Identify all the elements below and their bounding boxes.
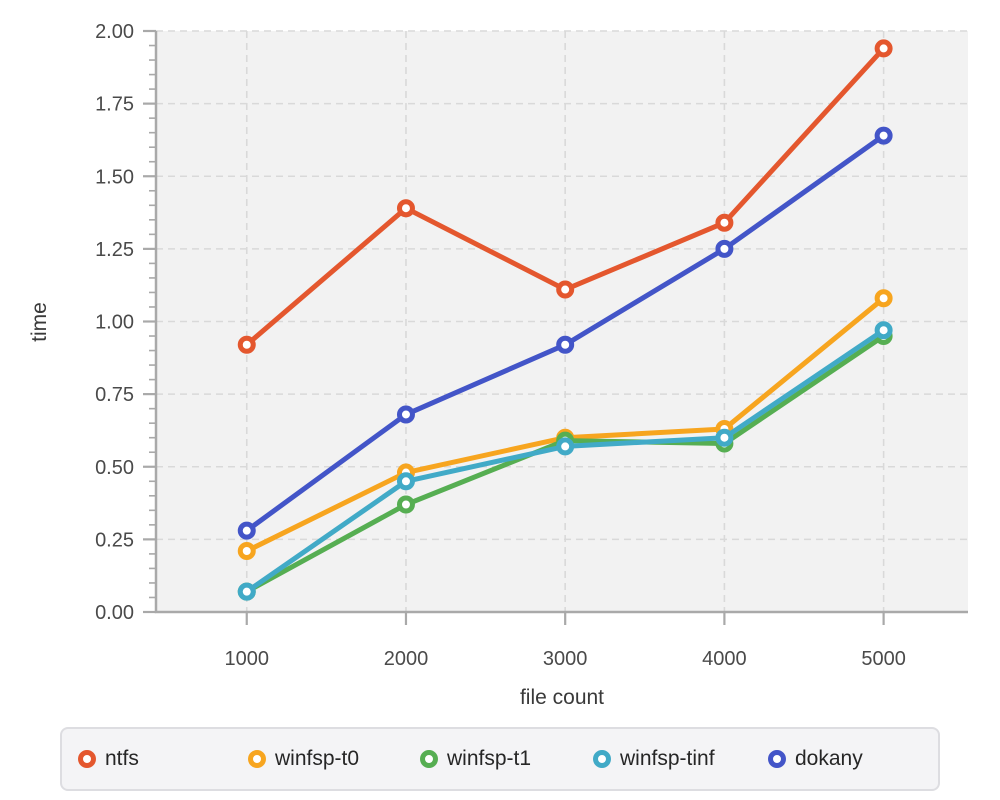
data-point-winfsp-tinf bbox=[237, 582, 256, 601]
data-point-dokany bbox=[396, 405, 415, 424]
data-point-dokany bbox=[556, 335, 575, 354]
legend-item-label: winfsp-tinf bbox=[620, 747, 715, 770]
data-point-winfsp-t0 bbox=[874, 289, 893, 308]
data-point-ntfs bbox=[556, 280, 575, 299]
y-tick-label: 1.25 bbox=[95, 239, 134, 261]
x-tick-label: 3000 bbox=[543, 648, 588, 670]
data-point-ntfs bbox=[715, 213, 734, 232]
legend-item-dokany[interactable]: dokany bbox=[768, 729, 863, 789]
legend-marker-icon bbox=[768, 750, 786, 768]
data-point-winfsp-tinf bbox=[874, 321, 893, 340]
data-point-ntfs bbox=[874, 39, 893, 58]
legend-item-label: winfsp-t0 bbox=[275, 747, 360, 770]
x-tick-label: 2000 bbox=[384, 648, 429, 670]
data-point-ntfs bbox=[237, 335, 256, 354]
data-point-dokany bbox=[715, 239, 734, 258]
legend-item-winfsp-t1[interactable]: winfsp-t1 bbox=[420, 729, 531, 789]
y-tick-label: 1.00 bbox=[95, 312, 134, 334]
y-tick-label: 1.75 bbox=[95, 94, 134, 116]
x-axis-title: file count bbox=[520, 686, 604, 709]
legend-item-label: ntfs bbox=[105, 747, 139, 770]
x-tick-label: 4000 bbox=[702, 648, 747, 670]
data-point-ntfs bbox=[396, 199, 415, 218]
legend-item-winfsp-tinf[interactable]: winfsp-tinf bbox=[593, 729, 715, 789]
legend: ntfs winfsp-t0 winfsp-t1 winfsp-tinf dok… bbox=[60, 727, 940, 791]
y-tick-label: 0.25 bbox=[95, 529, 134, 551]
legend-item-winfsp-t0[interactable]: winfsp-t0 bbox=[248, 729, 359, 789]
x-tick-label: 5000 bbox=[861, 648, 906, 670]
y-axis-title: time bbox=[28, 302, 51, 342]
y-tick-label: 2.00 bbox=[95, 21, 134, 43]
y-tick-label: 0.75 bbox=[95, 384, 134, 406]
data-point-winfsp-tinf bbox=[715, 428, 734, 447]
data-point-dokany bbox=[874, 126, 893, 145]
y-tick-label: 0.00 bbox=[95, 602, 134, 624]
data-point-winfsp-tinf bbox=[556, 437, 575, 456]
y-tick-label: 0.50 bbox=[95, 457, 134, 479]
legend-item-label: winfsp-t1 bbox=[447, 747, 532, 770]
legend-marker-icon bbox=[593, 750, 611, 768]
plot-canvas: 0.00 0.25 0.50 0.75 1.00 1.25 1.50 1.75 2.00 1000… bbox=[28, 21, 968, 709]
data-point-dokany bbox=[237, 521, 256, 540]
x-tick-label: 1000 bbox=[225, 648, 270, 670]
legend-item-label: dokany bbox=[795, 747, 863, 770]
data-point-winfsp-t1 bbox=[396, 495, 415, 514]
y-tick-label: 1.50 bbox=[95, 166, 134, 188]
data-point-winfsp-tinf bbox=[396, 472, 415, 491]
legend-item-ntfs[interactable]: ntfs bbox=[78, 729, 139, 789]
legend-marker-icon bbox=[78, 750, 96, 768]
data-point-winfsp-t0 bbox=[237, 541, 256, 560]
legend-marker-icon bbox=[248, 750, 266, 768]
legend-marker-icon bbox=[420, 750, 438, 768]
